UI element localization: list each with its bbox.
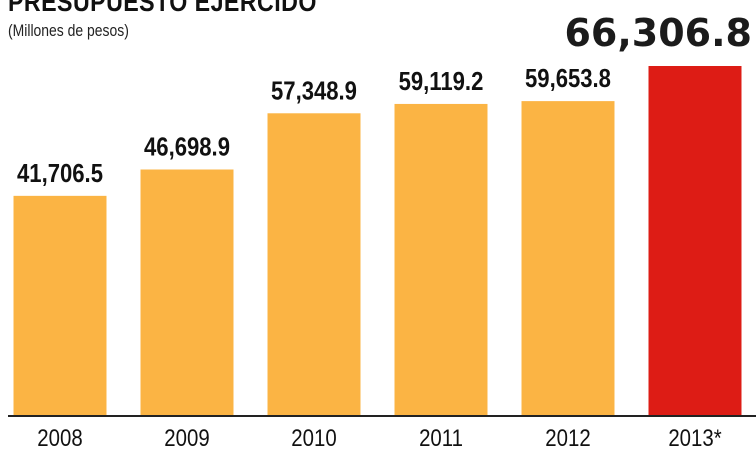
value-labels-layer: 41,706.5 46,698.9 57,348.9 59,119.2 59,653.8… — [17, 11, 752, 188]
x-tick-label-2009: 2009 — [164, 424, 209, 451]
bar-2012 — [521, 101, 615, 417]
chart-title: PRESUPUESTO EJERCIDO — [8, 0, 317, 17]
chart-subtitle: (Millones de pesos) — [8, 21, 129, 40]
x-tick-label-2012: 2012 — [545, 424, 590, 451]
bar-2010 — [267, 113, 361, 417]
value-label-2013: 66,306.8 — [564, 11, 752, 55]
value-label-2010: 57,348.9 — [271, 77, 357, 106]
value-label-2012: 59,653.8 — [525, 64, 611, 93]
bar-2013 — [648, 66, 742, 416]
value-label-2011: 59,119.2 — [399, 67, 484, 96]
bar-2008 — [13, 195, 107, 416]
x-tick-label-2010: 2010 — [291, 424, 336, 451]
x-tick-label-2013: 2013* — [668, 424, 722, 451]
bar-2009 — [140, 169, 234, 416]
x-tick-label-2008: 2008 — [37, 424, 82, 451]
tick-labels-layer: 2008 2009 2010 2011 2012 2013* — [37, 424, 722, 451]
bars-layer — [13, 66, 742, 417]
value-label-2009: 46,698.9 — [144, 133, 230, 162]
bar-2011 — [394, 103, 488, 416]
x-tick-label-2011: 2011 — [419, 424, 463, 451]
value-label-2008: 41,706.5 — [17, 159, 103, 188]
